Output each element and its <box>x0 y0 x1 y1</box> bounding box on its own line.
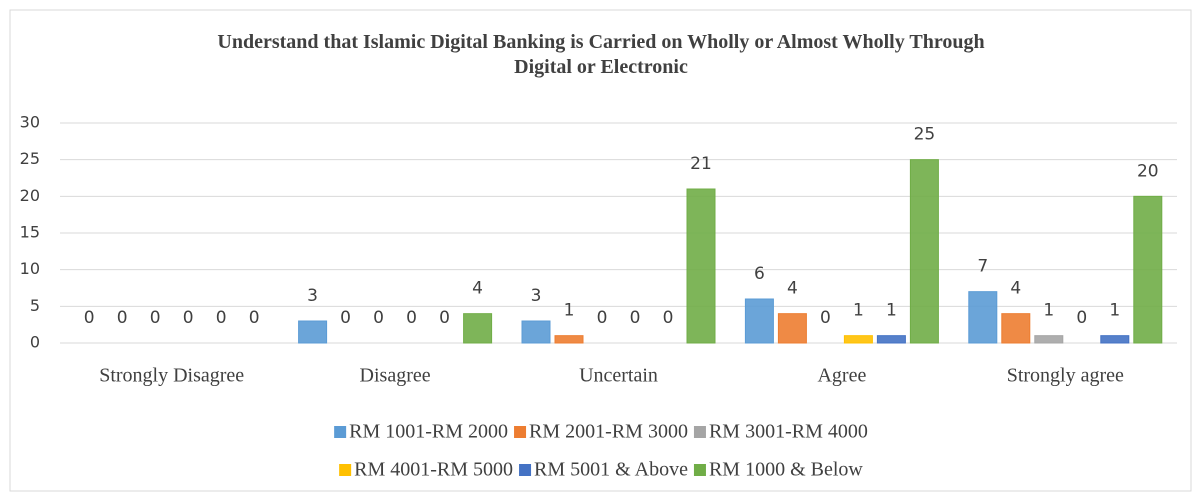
legend-swatch <box>693 426 706 438</box>
bar <box>968 291 998 344</box>
bar <box>744 298 774 344</box>
y-tick-label: 0 <box>30 333 40 352</box>
bar <box>1100 335 1130 344</box>
legend-label: RM 1001-RM 2000 <box>349 421 508 443</box>
data-label: 1 <box>1043 301 1054 321</box>
bar <box>843 335 873 344</box>
data-label: 0 <box>439 308 450 328</box>
bar <box>554 335 584 344</box>
legend-swatch <box>339 464 352 476</box>
x-tick-label: Strongly Disagree <box>99 365 244 387</box>
y-tick-label: 30 <box>20 113 40 132</box>
bar <box>463 313 493 344</box>
bar <box>1133 195 1163 344</box>
legend-swatch <box>334 426 347 438</box>
bar <box>1001 313 1031 344</box>
data-label: 3 <box>531 286 542 306</box>
data-label: 0 <box>597 308 608 328</box>
data-label: 0 <box>216 308 227 328</box>
data-label: 20 <box>1137 161 1159 181</box>
data-label: 21 <box>690 154 712 174</box>
data-label: 0 <box>630 308 641 328</box>
bar <box>1034 335 1064 344</box>
data-label: 25 <box>914 125 936 145</box>
data-label: 0 <box>406 308 417 328</box>
data-label: 0 <box>150 308 161 328</box>
legend-label: RM 1000 & Below <box>709 459 863 481</box>
data-label: 3 <box>307 286 318 306</box>
data-label: 1 <box>564 301 575 321</box>
bar <box>909 159 939 344</box>
chart-border <box>9 9 1192 492</box>
bar <box>777 313 807 344</box>
data-label: 0 <box>183 308 194 328</box>
x-tick-label: Uncertain <box>579 365 658 387</box>
data-label: 4 <box>787 279 798 299</box>
bar <box>686 188 716 344</box>
data-label: 0 <box>820 308 831 328</box>
data-label: 0 <box>340 308 351 328</box>
data-label: 4 <box>472 279 483 299</box>
data-label: 7 <box>977 257 988 277</box>
data-label: 0 <box>84 308 95 328</box>
chart-title: Understand that Islamic Digital Banking … <box>217 31 985 78</box>
data-label: 1 <box>886 301 897 321</box>
legend-swatch <box>693 464 706 476</box>
bar <box>298 320 328 344</box>
y-tick-label: 5 <box>30 296 40 315</box>
x-tick-label: Agree <box>817 365 866 387</box>
y-tick-label: 10 <box>20 259 40 278</box>
data-label: 0 <box>117 308 128 328</box>
data-label: 6 <box>754 264 765 284</box>
legend-label: RM 4001-RM 5000 <box>354 459 513 481</box>
data-label: 0 <box>249 308 260 328</box>
legend-swatch <box>514 426 527 438</box>
x-tick-label: Disagree <box>360 365 431 387</box>
bar <box>521 320 551 344</box>
y-tick-label: 25 <box>20 149 40 168</box>
data-label: 0 <box>373 308 384 328</box>
y-tick-label: 20 <box>20 186 40 205</box>
data-label: 0 <box>1076 308 1087 328</box>
legend-label: RM 2001-RM 3000 <box>529 421 688 443</box>
data-label: 1 <box>853 301 864 321</box>
data-label: 1 <box>1109 301 1120 321</box>
bar <box>876 335 906 344</box>
data-label: 4 <box>1010 279 1021 299</box>
y-tick-label: 15 <box>20 223 40 242</box>
legend-label: RM 5001 & Above <box>534 459 688 481</box>
legend-label: RM 3001-RM 4000 <box>709 421 868 443</box>
legend-swatch <box>519 464 532 476</box>
data-label: 0 <box>663 308 674 328</box>
x-tick-label: Strongly agree <box>1007 365 1124 387</box>
